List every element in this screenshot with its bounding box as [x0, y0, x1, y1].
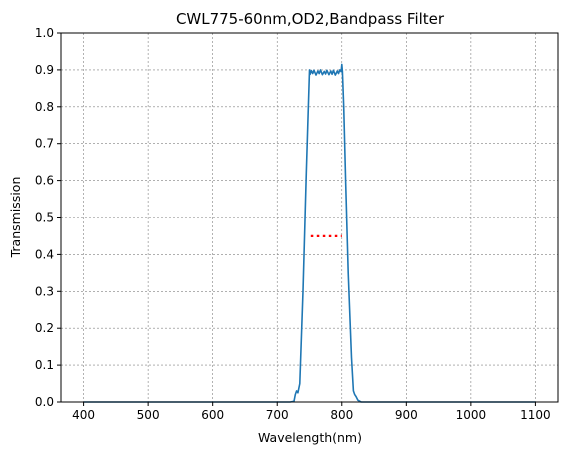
- x-tick-label: 600: [201, 408, 224, 422]
- y-tick-label: 0.5: [35, 211, 54, 225]
- y-axis-label: Transmission: [8, 177, 23, 259]
- x-axis-label: Wavelength(nm): [258, 430, 362, 445]
- x-tick-label: 800: [330, 408, 353, 422]
- y-tick-label: 0.9: [35, 63, 54, 77]
- y-tick-label: 0.6: [35, 174, 54, 188]
- y-tick-label: 0.0: [35, 395, 54, 409]
- y-tick-label: 0.4: [35, 247, 54, 261]
- transmission-line: [83, 63, 536, 403]
- y-tick-label: 0.7: [35, 137, 54, 151]
- x-tick-label: 400: [72, 408, 95, 422]
- x-tick-label: 900: [395, 408, 418, 422]
- y-tick-label: 0.1: [35, 358, 54, 372]
- y-tick-label: 0.2: [35, 321, 54, 335]
- axis-ticks: 400 500 600 700 800 900 1000 1100 0.0 0.1 0.2 0.3 0.…: [35, 26, 551, 422]
- y-tick-label: 1.0: [35, 26, 54, 40]
- x-tick-label: 700: [266, 408, 289, 422]
- x-tick-label: 1000: [456, 408, 487, 422]
- series-layer: [83, 63, 536, 403]
- y-tick-label: 0.8: [35, 100, 54, 114]
- y-tick-label: 0.3: [35, 284, 54, 298]
- chart-title: CWL775-60nm,OD2,Bandpass Filter: [176, 10, 445, 28]
- x-tick-label: 500: [137, 408, 160, 422]
- x-tick-label: 1100: [520, 408, 551, 422]
